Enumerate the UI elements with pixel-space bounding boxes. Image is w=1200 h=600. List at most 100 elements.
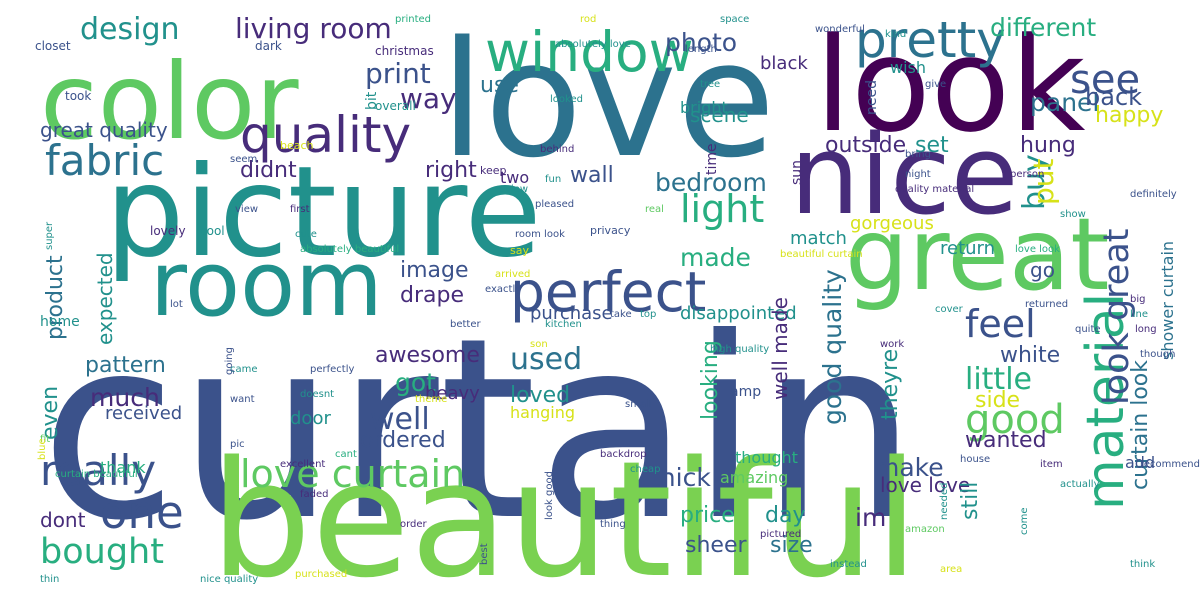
cloud-word: real bbox=[645, 204, 664, 215]
cloud-word: window bbox=[485, 20, 694, 84]
cloud-word: keep bbox=[480, 164, 507, 177]
cloud-word: little bbox=[965, 362, 1032, 397]
cloud-word: overall bbox=[375, 99, 416, 113]
cloud-word: received bbox=[105, 403, 183, 424]
cloud-word: add bbox=[1125, 453, 1156, 472]
cloud-word: beautiful bbox=[210, 426, 919, 600]
cloud-word: nice quality bbox=[200, 574, 259, 585]
cloud-word: super bbox=[44, 221, 55, 250]
cloud-word: good bbox=[965, 397, 1065, 443]
cloud-word: cool bbox=[200, 224, 225, 238]
cloud-word: nice bbox=[790, 111, 1019, 239]
cloud-word: back bbox=[1085, 83, 1143, 111]
cloud-word: bright bbox=[680, 98, 728, 117]
cloud-word: lovely bbox=[150, 224, 186, 238]
cloud-word: fun bbox=[545, 174, 562, 185]
cloud-word: kitchen bbox=[545, 319, 582, 330]
cloud-word: pattern bbox=[85, 353, 166, 378]
cloud-word: space bbox=[720, 14, 750, 25]
cloud-word: fabric bbox=[45, 136, 165, 185]
cloud-word: thick bbox=[650, 463, 711, 492]
cloud-word: loved bbox=[510, 383, 571, 408]
cloud-word: faded bbox=[300, 489, 329, 500]
cloud-word: thing bbox=[600, 519, 626, 530]
cloud-word: want bbox=[230, 394, 255, 405]
cloud-word: exactly bbox=[485, 284, 522, 295]
cloud-word: night bbox=[905, 169, 931, 180]
cloud-word: love bbox=[440, 6, 776, 193]
cloud-word: printed bbox=[395, 14, 431, 25]
cloud-word: review bbox=[495, 184, 529, 195]
cloud-word: kind bbox=[885, 29, 907, 40]
cloud-word: pictured bbox=[760, 529, 802, 540]
cloud-word: feel bbox=[965, 302, 1036, 346]
cloud-word: bought bbox=[40, 532, 164, 572]
cloud-word: im bbox=[855, 503, 887, 532]
cloud-word: door bbox=[290, 408, 331, 429]
cloud-word: outside bbox=[825, 133, 907, 158]
cloud-word: used bbox=[510, 342, 583, 377]
cloud-word: shower curtain bbox=[1158, 240, 1177, 360]
cloud-word: theme bbox=[415, 394, 448, 405]
cloud-word: took bbox=[65, 89, 92, 103]
cloud-word: doesnt bbox=[300, 389, 335, 400]
cloud-word: set bbox=[915, 133, 949, 158]
cloud-word: need bbox=[864, 80, 880, 115]
cloud-word: cover bbox=[935, 304, 963, 315]
cloud-word: long bbox=[1135, 324, 1157, 335]
cloud-word: closet bbox=[35, 39, 71, 53]
cloud-word: one bbox=[100, 486, 184, 539]
cloud-word: cheap bbox=[630, 464, 661, 475]
cloud-word: lot bbox=[170, 299, 183, 310]
cloud-word: backdrop bbox=[600, 449, 647, 460]
cloud-word: return bbox=[940, 238, 996, 259]
cloud-word: order bbox=[400, 519, 427, 530]
cloud-word: didnt bbox=[240, 158, 297, 183]
cloud-word: look good bbox=[544, 471, 555, 520]
cloud-word: bring bbox=[905, 149, 931, 160]
cloud-word: wonderful bbox=[815, 24, 865, 35]
cloud-word: returned bbox=[1025, 299, 1069, 310]
cloud-word: perfectly bbox=[310, 364, 355, 375]
cloud-word: much bbox=[90, 383, 160, 412]
cloud-word: give bbox=[925, 79, 947, 90]
cloud-word: color bbox=[40, 41, 299, 163]
cloud-word: really bbox=[40, 446, 157, 495]
cloud-word: room bbox=[150, 232, 383, 337]
cloud-word: dont bbox=[40, 508, 86, 532]
cloud-word: white bbox=[1000, 343, 1061, 368]
cloud-word: area bbox=[940, 564, 963, 575]
cloud-word: needed bbox=[939, 482, 950, 521]
cloud-word: length bbox=[685, 44, 717, 55]
cloud-word: rod bbox=[580, 14, 597, 25]
cloud-word: pic bbox=[230, 439, 245, 450]
cloud-word: side bbox=[975, 388, 1021, 413]
cloud-word: hung bbox=[1020, 133, 1076, 158]
cloud-word: purchased bbox=[295, 569, 348, 580]
cloud-word: even bbox=[38, 385, 63, 440]
cloud-word: going bbox=[224, 347, 235, 375]
cloud-word: amazing bbox=[720, 468, 789, 487]
cloud-word: make bbox=[875, 453, 944, 482]
cloud-word: day bbox=[765, 503, 806, 528]
cloud-word: better bbox=[450, 319, 481, 330]
cloud-word: gorgeous bbox=[850, 213, 934, 234]
cloud-word: show bbox=[1060, 209, 1086, 220]
cloud-word: well bbox=[370, 402, 430, 437]
cloud-word: good quality bbox=[818, 269, 847, 425]
cloud-word: person bbox=[1010, 169, 1045, 180]
cloud-word: came bbox=[230, 364, 258, 375]
cloud-word: panel bbox=[1030, 88, 1100, 117]
cloud-word: size bbox=[770, 533, 813, 558]
cloud-word: high quality bbox=[710, 344, 770, 355]
cloud-word: line bbox=[1130, 309, 1149, 320]
cloud-word: cant bbox=[335, 449, 357, 460]
cloud-word: cute bbox=[295, 229, 317, 240]
cloud-word: sheer bbox=[685, 533, 747, 558]
cloud-word: dark bbox=[255, 39, 282, 53]
cloud-word: house bbox=[960, 454, 991, 465]
cloud-word: made bbox=[680, 243, 751, 272]
cloud-word: absolutely beautiful bbox=[300, 244, 400, 255]
cloud-word: got bbox=[395, 368, 436, 397]
cloud-word: take bbox=[610, 309, 632, 320]
